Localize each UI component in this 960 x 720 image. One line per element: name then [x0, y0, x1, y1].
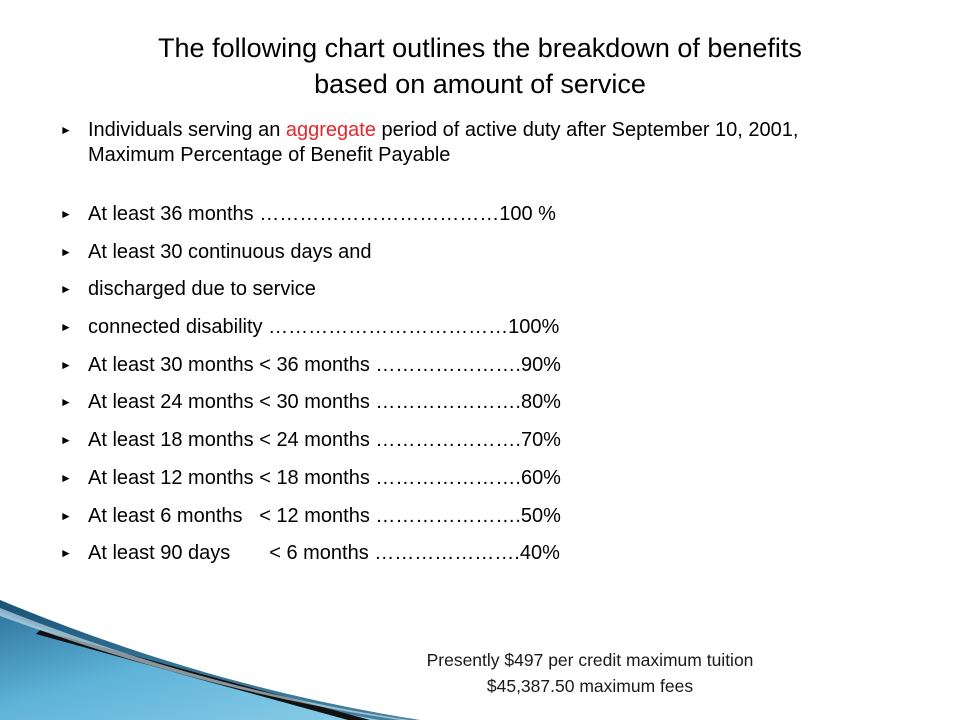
intro-before: Individuals serving an [88, 119, 286, 141]
triangle-bullet-icon: ► [60, 357, 72, 372]
intro-text: Individuals serving an aggregate period … [88, 118, 808, 168]
list-item-text: discharged due to service [88, 278, 316, 301]
list-item: ► At least 30 continuous days and [60, 240, 900, 278]
intro-after: period of active duty after September 10… [88, 119, 799, 166]
benefit-bullet-list: ► Individuals serving an aggregate perio… [60, 118, 900, 579]
triangle-bullet-icon: ► [60, 207, 72, 221]
list-item-text: At least 30 months < 36 months ………………….9… [88, 353, 561, 376]
footer-note: Presently $497 per credit maximum tuitio… [330, 647, 850, 699]
list-item: ► At least 36 months ………………………………100 % [60, 202, 900, 240]
footer-line-2: $45,387.50 maximum fees [486, 676, 694, 696]
title-line-1: The following chart outlines the breakdo… [158, 33, 802, 63]
list-item-text: At least 36 months ………………………………100 % [88, 203, 556, 225]
triangle-bullet-icon: ► [60, 244, 72, 259]
list-item: ► At least 12 months < 18 months …………………… [60, 466, 900, 504]
intro-bullet: ► Individuals serving an aggregate perio… [60, 118, 900, 168]
list-item-text: connected disability ………………………………100% [88, 316, 560, 339]
list-item-text: At least 12 months < 18 months ………………….6… [88, 466, 561, 489]
list-item-text: At least 90 days < 6 months ………………….40% [88, 542, 560, 565]
footer-line-1: Presently $497 per credit maximum tuitio… [426, 650, 754, 670]
triangle-bullet-icon: ► [60, 395, 72, 410]
triangle-bullet-icon: ► [60, 123, 72, 137]
triangle-bullet-icon: ► [60, 508, 72, 523]
list-item-text: At least 30 continuous days and [88, 240, 372, 263]
intro-highlight: aggregate [285, 119, 376, 141]
page-title: The following chart outlines the breakdo… [60, 30, 900, 102]
list-item: ► At least 30 months < 36 months …………………… [60, 353, 900, 391]
triangle-bullet-icon: ► [60, 320, 72, 335]
list-item: ► discharged due to service [60, 277, 900, 315]
list-item: ► At least 6 months < 12 months ………………….… [60, 504, 900, 542]
triangle-bullet-icon: ► [60, 546, 72, 561]
title-line-2: based on amount of service [314, 69, 646, 99]
decorative-swoosh [0, 600, 420, 720]
list-item: ► At least 18 months < 24 months …………………… [60, 428, 900, 466]
triangle-bullet-icon: ► [60, 470, 72, 485]
list-item: ► At least 90 days < 6 months ………………….40… [60, 541, 900, 579]
list-item-text: At least 6 months < 12 months ………………….50… [88, 504, 561, 527]
list-item-text: At least 24 months < 30 months ………………….8… [88, 391, 561, 414]
list-item: ► At least 24 months < 30 months …………………… [60, 390, 900, 428]
triangle-bullet-icon: ► [60, 433, 72, 448]
list-item: ► connected disability ………………………………100% [60, 315, 900, 353]
list-item-text: At least 18 months < 24 months ………………….7… [88, 429, 561, 452]
triangle-bullet-icon: ► [60, 282, 72, 297]
